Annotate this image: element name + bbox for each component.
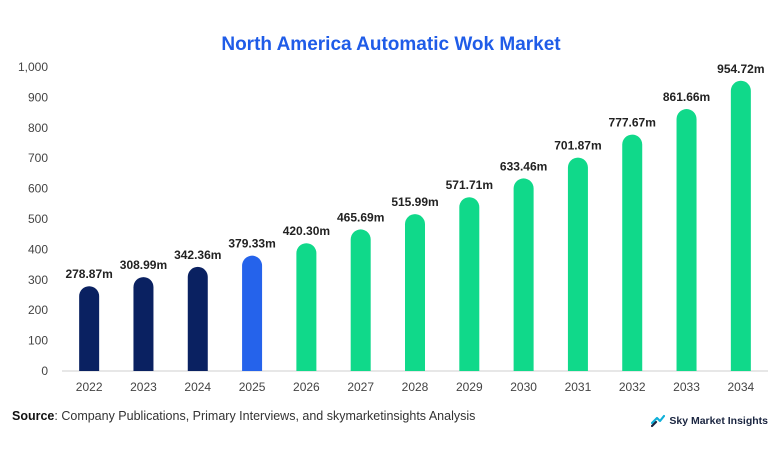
bar <box>622 134 643 371</box>
x-tick-label: 2026 <box>293 380 320 394</box>
data-label: 861.66m <box>663 90 710 104</box>
x-tick-label: 2023 <box>130 380 157 394</box>
data-label: 308.99m <box>120 258 167 272</box>
data-label: 571.71m <box>446 178 493 192</box>
x-tick-label: 2030 <box>510 380 537 394</box>
sky-market-insights-logo-icon <box>651 414 666 428</box>
data-labels: 278.87m 308.99m 342.36m 379.33m 420.30m 465.6… <box>65 62 764 281</box>
bars <box>79 80 751 371</box>
data-label: 515.99m <box>391 195 438 209</box>
bar <box>187 266 208 371</box>
y-tick-label: 200 <box>28 303 48 317</box>
bar <box>676 109 697 371</box>
y-axis: 0 100 200 300 400 500 600 700 800 900 1,000 <box>18 60 48 378</box>
bar <box>296 243 317 371</box>
x-tick-label: 2024 <box>184 380 211 394</box>
brand-logo: Sky Market Insights <box>651 414 768 428</box>
bar <box>730 80 751 371</box>
brand-name: Sky Market Insights <box>669 415 768 427</box>
data-label: 777.67m <box>609 116 656 130</box>
x-tick-label: 2034 <box>727 380 754 394</box>
bar <box>459 197 480 371</box>
y-tick-label: 500 <box>28 212 48 226</box>
x-tick-label: 2025 <box>239 380 266 394</box>
x-tick-label: 2028 <box>402 380 429 394</box>
data-label: 465.69m <box>337 210 384 224</box>
bar <box>133 277 154 371</box>
data-label: 278.87m <box>65 267 112 281</box>
y-tick-label: 700 <box>28 151 48 165</box>
source-label: Source <box>12 409 55 423</box>
data-label: 701.87m <box>554 139 601 153</box>
x-tick-label: 2029 <box>456 380 483 394</box>
y-tick-label: 900 <box>28 90 48 104</box>
source-text: : Company Publications, Primary Intervie… <box>54 409 476 423</box>
y-tick-label: 0 <box>41 364 48 378</box>
data-label: 342.36m <box>174 248 221 262</box>
bar <box>405 214 425 371</box>
y-tick-label: 400 <box>28 242 48 256</box>
data-label: 633.46m <box>500 159 547 173</box>
x-tick-label: 2022 <box>76 380 103 394</box>
data-label: 420.30m <box>283 224 330 238</box>
bar <box>350 229 371 371</box>
y-tick-label: 300 <box>28 273 48 287</box>
y-tick-label: 100 <box>28 334 48 348</box>
bar <box>513 178 534 371</box>
data-label: 379.33m <box>228 237 275 251</box>
y-tick-label: 600 <box>28 182 48 196</box>
source-note: Source: Company Publications, Primary In… <box>12 409 475 423</box>
y-tick-label: 800 <box>28 121 48 135</box>
bar <box>79 286 100 371</box>
x-tick-label: 2027 <box>347 380 374 394</box>
bar <box>242 255 263 371</box>
x-tick-label: 2033 <box>673 380 700 394</box>
x-tick-label: 2032 <box>619 380 646 394</box>
y-tick-label: 1,000 <box>18 60 48 74</box>
chart-title: North America Automatic Wok Market <box>221 34 561 55</box>
x-tick-label: 2031 <box>565 380 592 394</box>
x-axis: 2022 2023 2024 2025 2026 2027 2028 2029 2030 2031… <box>76 380 755 394</box>
data-label: 954.72m <box>717 62 764 76</box>
bar <box>567 157 588 371</box>
